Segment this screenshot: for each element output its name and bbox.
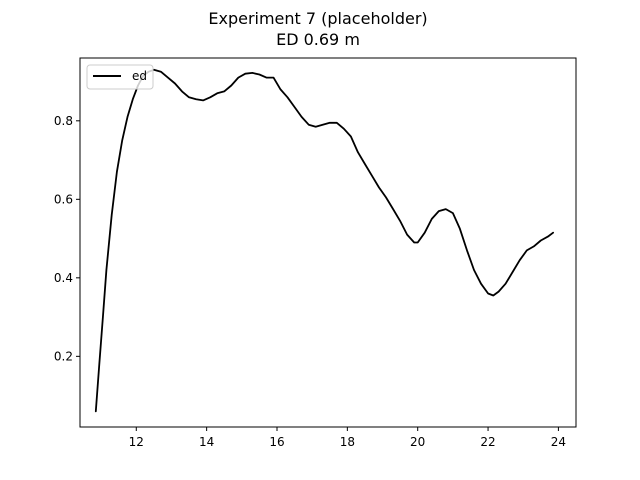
y-tick-label: 0.4 (54, 271, 73, 285)
y-tick-label: 0.6 (54, 192, 73, 206)
series-layer (94, 68, 554, 413)
y-axis: 0.2 0.4 0.6 0.8 (54, 114, 80, 363)
y-tick-label: 0.8 (54, 114, 73, 128)
x-tick-label: 16 (269, 435, 284, 449)
series-line-ed (94, 68, 554, 413)
x-tick-label: 14 (199, 435, 214, 449)
x-tick-label: 18 (340, 435, 355, 449)
legend: ed (86, 64, 154, 90)
x-tick-label: 20 (410, 435, 425, 449)
x-tick-label: 24 (551, 435, 566, 449)
legend-label-ed: ed (132, 69, 147, 83)
x-tick-label: 22 (480, 435, 495, 449)
chart-subtitle: ED 0.69 m (276, 30, 360, 49)
x-axis: 12 14 16 18 20 22 24 (129, 427, 566, 449)
chart-title: Experiment 7 (placeholder) (208, 9, 427, 28)
y-tick-label: 0.2 (54, 349, 73, 363)
x-tick-label: 12 (129, 435, 144, 449)
plot-area (79, 57, 577, 428)
